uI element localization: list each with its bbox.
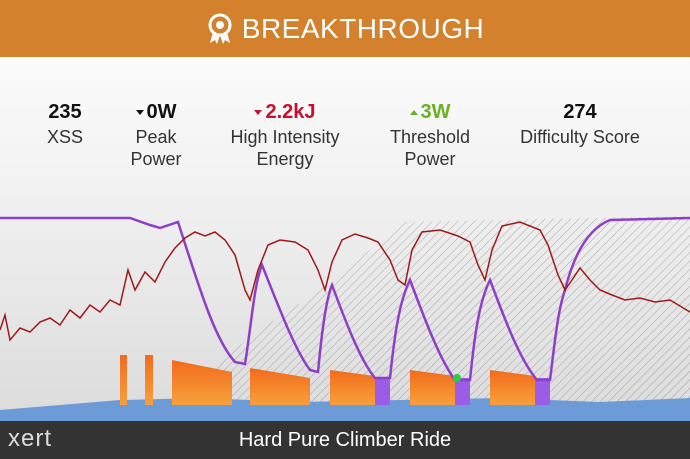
metric: 0W Peak Power xyxy=(86,98,226,170)
footer-title: Hard Pure Climber Ride xyxy=(238,429,452,451)
metric: 274 Difficulty Score xyxy=(500,98,660,148)
metric-value: 274 xyxy=(563,101,597,123)
metric-value: 0W xyxy=(86,98,226,126)
metric-value: 3W xyxy=(360,98,500,126)
metric-label: XSS xyxy=(46,127,84,147)
metric: 2.2kJ High Intensity Energy xyxy=(215,98,355,170)
badge-icon xyxy=(208,13,232,44)
metric-value: 235 xyxy=(48,101,82,123)
metric-label: Threshold Power xyxy=(389,127,471,169)
metric: 3W Threshold Power xyxy=(360,98,500,170)
workout-chart xyxy=(0,216,690,421)
metric: 235 XSS xyxy=(0,98,135,148)
footer: xert Hard Pure Climber Ride xyxy=(0,421,690,459)
metric-label: Difficulty Score xyxy=(520,127,640,147)
header-title: BREAKTHROUGH xyxy=(241,12,485,44)
metric-label: Peak Power xyxy=(130,127,182,169)
metric-label: High Intensity Energy xyxy=(230,127,340,169)
metric-value: 2.2kJ xyxy=(215,98,355,126)
logo: xert xyxy=(8,425,53,452)
header: BREAKTHROUGH xyxy=(0,0,690,57)
